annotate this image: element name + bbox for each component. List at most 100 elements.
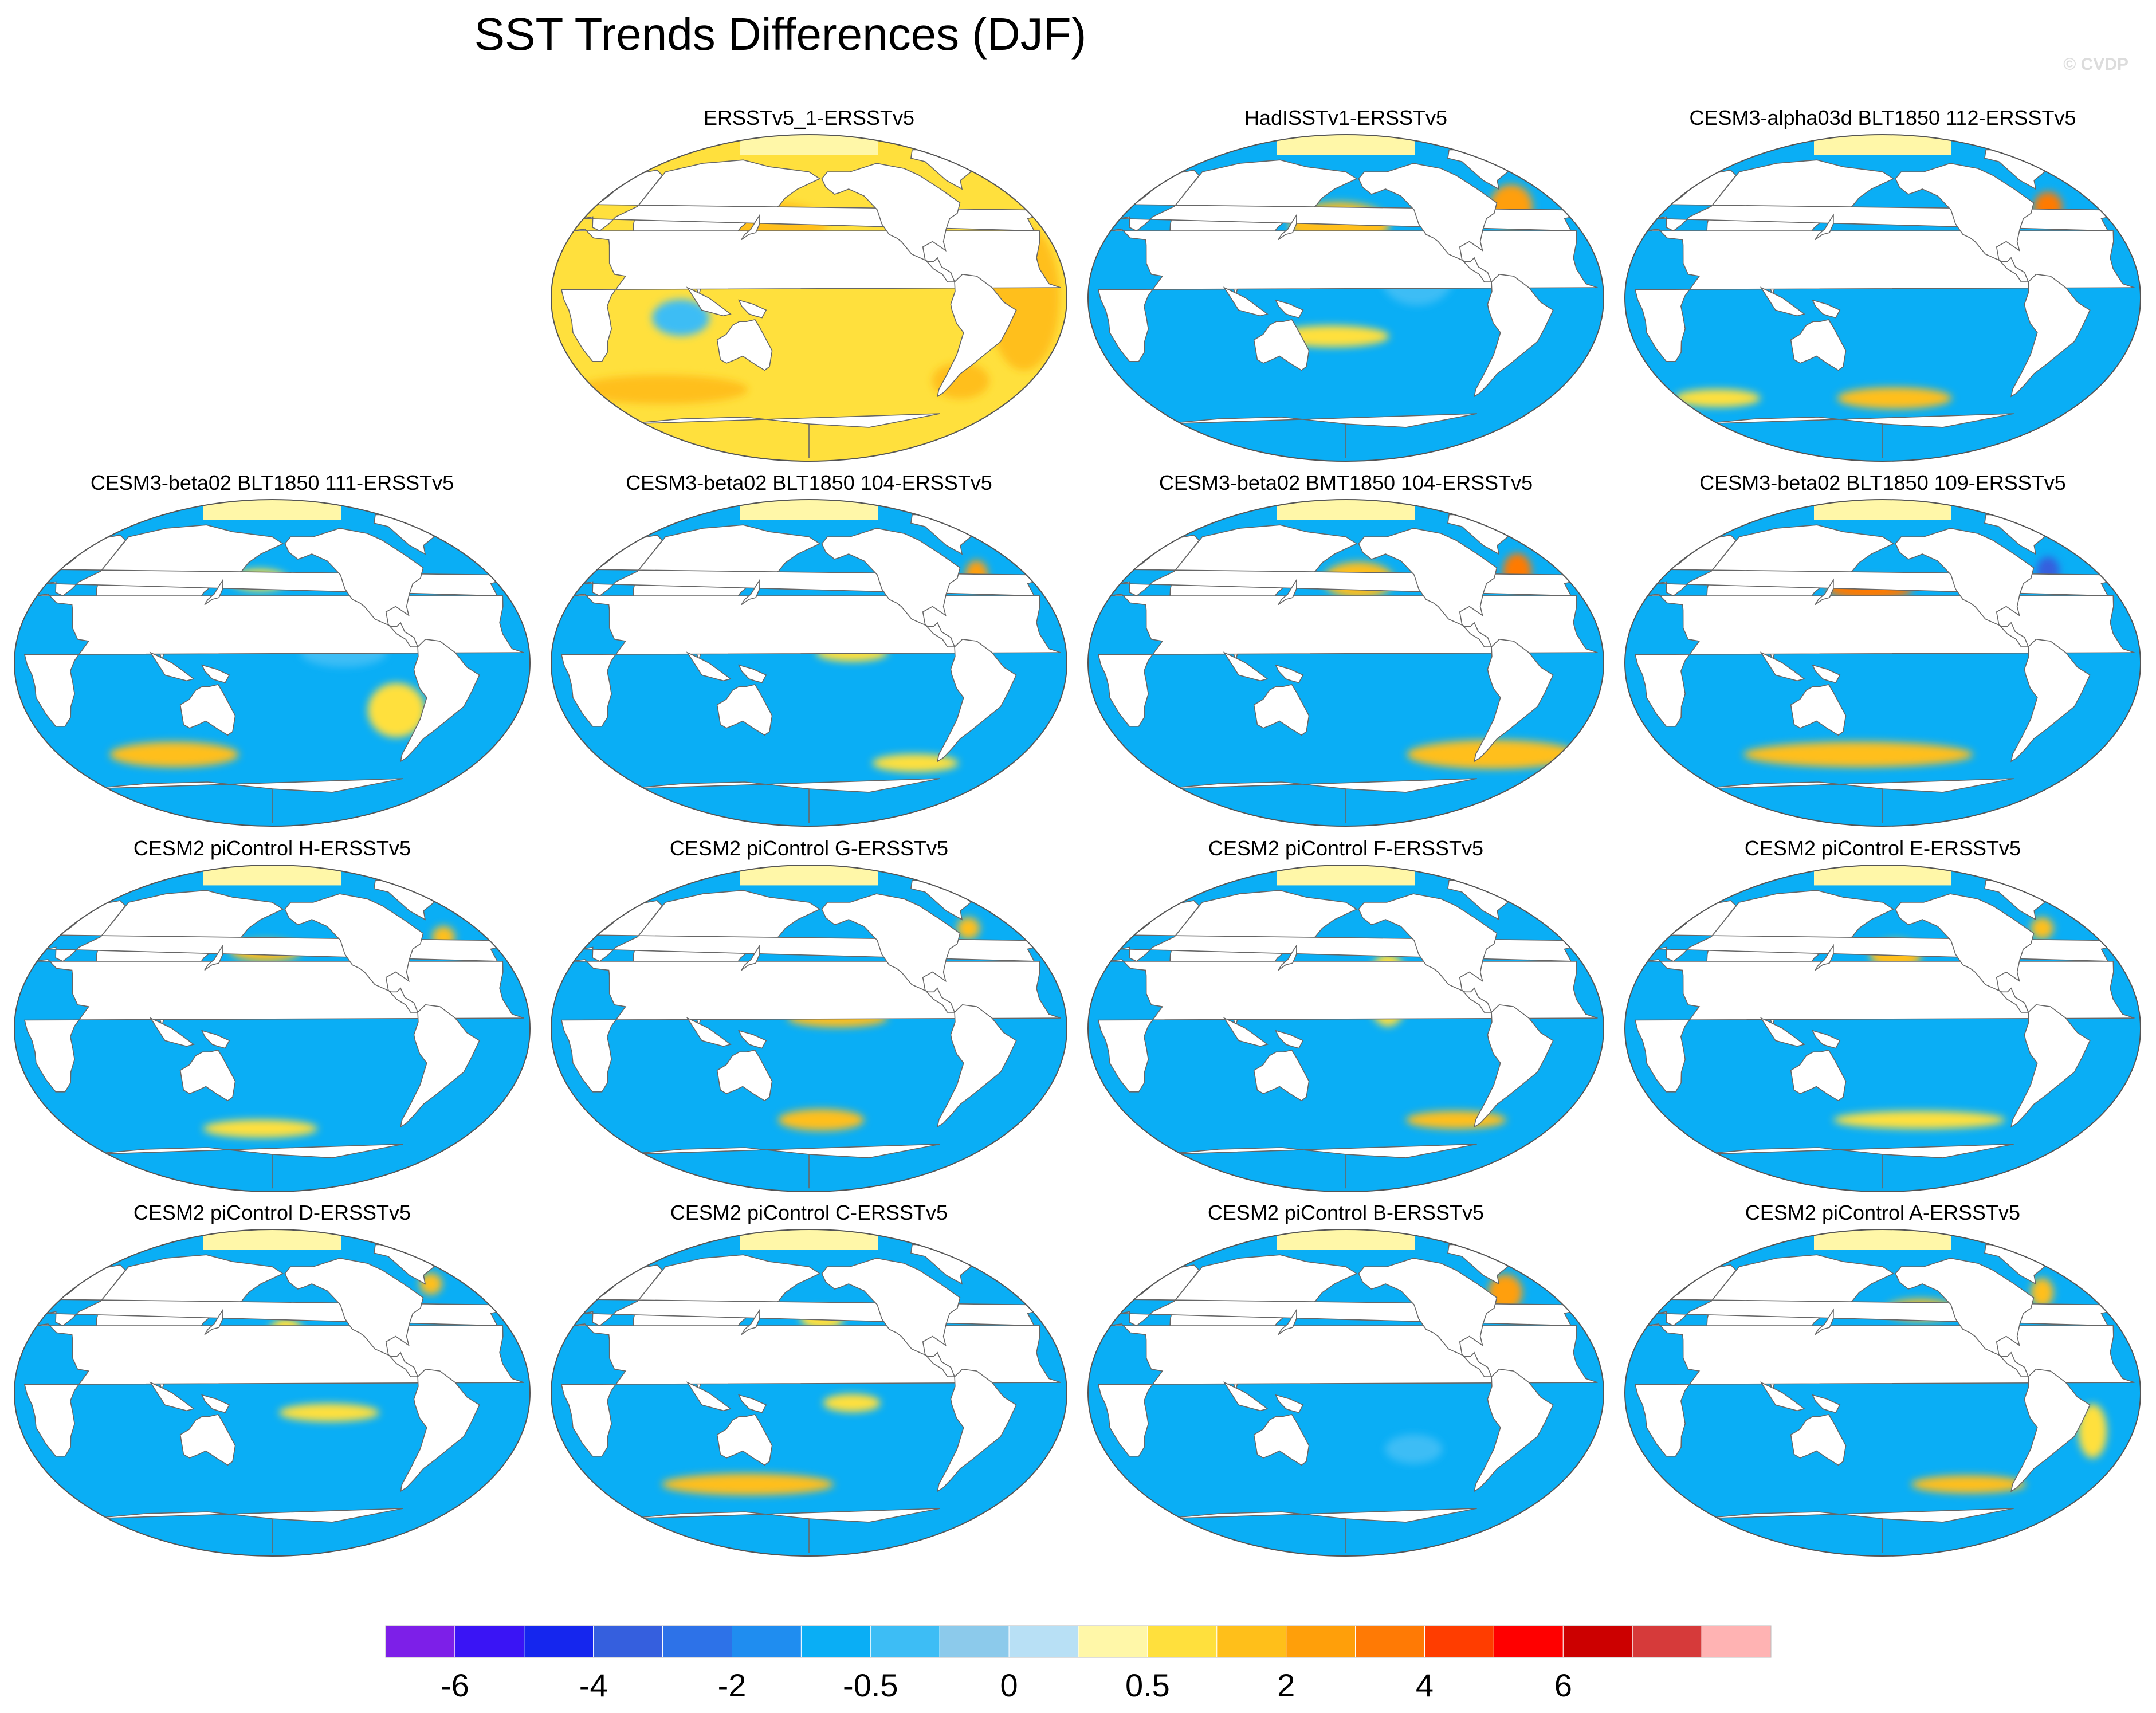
sea-ice-cap — [1814, 1229, 1951, 1250]
colorbar-tick-label: -0.5 — [843, 1667, 898, 1703]
continent-antarctica — [87, 778, 403, 823]
map-frame — [551, 499, 1067, 827]
anomaly-blob — [2078, 1404, 2107, 1459]
continent-samerica — [2010, 273, 2091, 398]
colorbar-swatch — [939, 1625, 1010, 1658]
landmasses — [560, 879, 1061, 1189]
colorbar-swatch — [1355, 1625, 1425, 1658]
colorbar-swatch — [1632, 1625, 1702, 1658]
map-panel: CESM3-beta02 BLT1850 111-ERSSTv5 — [14, 471, 531, 827]
map-frame — [14, 865, 531, 1192]
continent-australia — [1253, 683, 1310, 736]
continent-ngm — [1812, 664, 1841, 683]
sea-ice-cap — [203, 500, 341, 520]
continent-namerica — [1358, 163, 1498, 282]
map-frame — [1624, 499, 2141, 827]
panel-grid: ERSSTv5_1-ERSSTv5 HadISSTv1-ERSSTv5 CESM3-… — [14, 106, 2141, 1557]
continent-ngm — [1275, 664, 1304, 683]
map-panel: CESM2 piControl H-ERSSTv5 — [14, 836, 531, 1192]
continent-australia — [1790, 683, 1847, 736]
continent-namerica — [1358, 893, 1498, 1013]
sea-ice-cap — [1277, 865, 1415, 886]
continent-antarctica — [624, 1508, 940, 1553]
panel-label: HadISSTv1-ERSSTv5 — [1244, 106, 1447, 129]
panel-label: CESM3-beta02 BMT1850 104-ERSSTv5 — [1159, 471, 1533, 494]
continent-australia — [716, 1049, 773, 1102]
continent-australia — [179, 1413, 236, 1466]
continent-indonesia — [1760, 1017, 1805, 1047]
continent-antarctica — [87, 1508, 403, 1553]
map-frame — [14, 1229, 531, 1557]
colorbar-swatch — [1286, 1625, 1356, 1658]
colorbar-tick-label: 4 — [1416, 1667, 1434, 1703]
map-frame — [1087, 134, 1604, 462]
continent-ngm — [1275, 1030, 1304, 1049]
continent-samerica — [937, 1368, 1017, 1492]
panel-label: CESM3-alpha03d BLT1850 112-ERSSTv5 — [1689, 106, 2076, 129]
continent-indonesia — [1223, 1017, 1269, 1047]
continent-antarctica — [624, 778, 940, 823]
continent-indonesia — [686, 1381, 732, 1412]
continent-namerica — [1895, 163, 2035, 282]
anomaly-blob — [2031, 1278, 2054, 1307]
panel-label: CESM2 piControl B-ERSSTv5 — [1208, 1201, 1484, 1224]
panel-label: CESM3-beta02 BLT1850 109-ERSSTv5 — [1699, 471, 2066, 494]
continent-ngm — [738, 299, 767, 319]
continent-ngm — [738, 1394, 767, 1413]
map-panel: CESM2 piControl G-ERSSTv5 — [551, 836, 1067, 1192]
continent-ngm — [738, 1030, 767, 1049]
continent-samerica — [937, 1004, 1017, 1128]
map-panel: CESM3-beta02 BLT1850 109-ERSSTv5 — [1624, 471, 2141, 827]
continent-ngm — [1275, 299, 1304, 319]
landmasses — [1097, 879, 1598, 1189]
continent-australia — [1253, 319, 1310, 371]
map-panel: CESM3-beta02 BMT1850 104-ERSSTv5 — [1087, 471, 1604, 827]
anomaly-blob — [778, 1109, 865, 1131]
sea-ice-cap — [1277, 135, 1415, 155]
sea-ice-cap — [740, 500, 878, 520]
continent-samerica — [1474, 1004, 1554, 1128]
colorbar-swatch — [1008, 1625, 1079, 1658]
colorbar-swatch — [1424, 1625, 1494, 1658]
continent-japan — [1815, 944, 1834, 971]
continent-antarctica — [1698, 778, 2014, 823]
continent-indonesia — [686, 651, 732, 682]
continent-ngm — [1812, 1030, 1841, 1049]
colorbar-swatch — [593, 1625, 663, 1658]
continent-australia — [716, 683, 773, 736]
sea-ice-cap — [1814, 865, 1951, 886]
continent-japan — [741, 578, 760, 606]
sea-ice-cap — [203, 1229, 341, 1250]
sea-ice-cap — [740, 865, 878, 886]
continent-antarctica — [1161, 1508, 1477, 1553]
anomaly-blob — [823, 1394, 881, 1412]
map-frame — [551, 1229, 1067, 1557]
panel-label: CESM2 piControl C-ERSSTv5 — [670, 1201, 948, 1224]
continent-indonesia — [149, 1017, 195, 1047]
continent-ngm — [738, 664, 767, 683]
landmasses — [1634, 149, 2135, 458]
colorbar-tick-label: -6 — [441, 1667, 469, 1703]
continent-australia — [179, 1049, 236, 1102]
panel-label: ERSSTv5_1-ERSSTv5 — [704, 106, 914, 129]
anomaly-blob — [1911, 1475, 2026, 1494]
map-panel: CESM2 piControl E-ERSSTv5 — [1624, 836, 2141, 1192]
anomaly-blob — [1405, 1110, 1506, 1129]
map-frame — [1087, 865, 1604, 1192]
anomaly-blob — [662, 1473, 834, 1495]
anomaly-blob — [1674, 389, 1761, 407]
map-frame — [1624, 865, 2141, 1192]
landmasses — [1097, 149, 1598, 458]
continent-namerica — [1895, 1258, 2035, 1377]
continent-indonesia — [686, 1017, 732, 1047]
map-panel: HadISSTv1-ERSSTv5 — [1087, 106, 1604, 462]
map-panel: CESM3-beta02 BLT1850 104-ERSSTv5 — [551, 471, 1067, 827]
continent-ngm — [201, 664, 230, 683]
continent-japan — [1815, 213, 1834, 241]
map-frame — [1624, 134, 2141, 462]
map-frame — [1087, 499, 1604, 827]
sea-ice-cap — [740, 1229, 878, 1250]
continent-ngm — [1275, 1394, 1304, 1413]
continent-samerica — [400, 1004, 480, 1128]
map-frame — [1087, 1229, 1604, 1557]
